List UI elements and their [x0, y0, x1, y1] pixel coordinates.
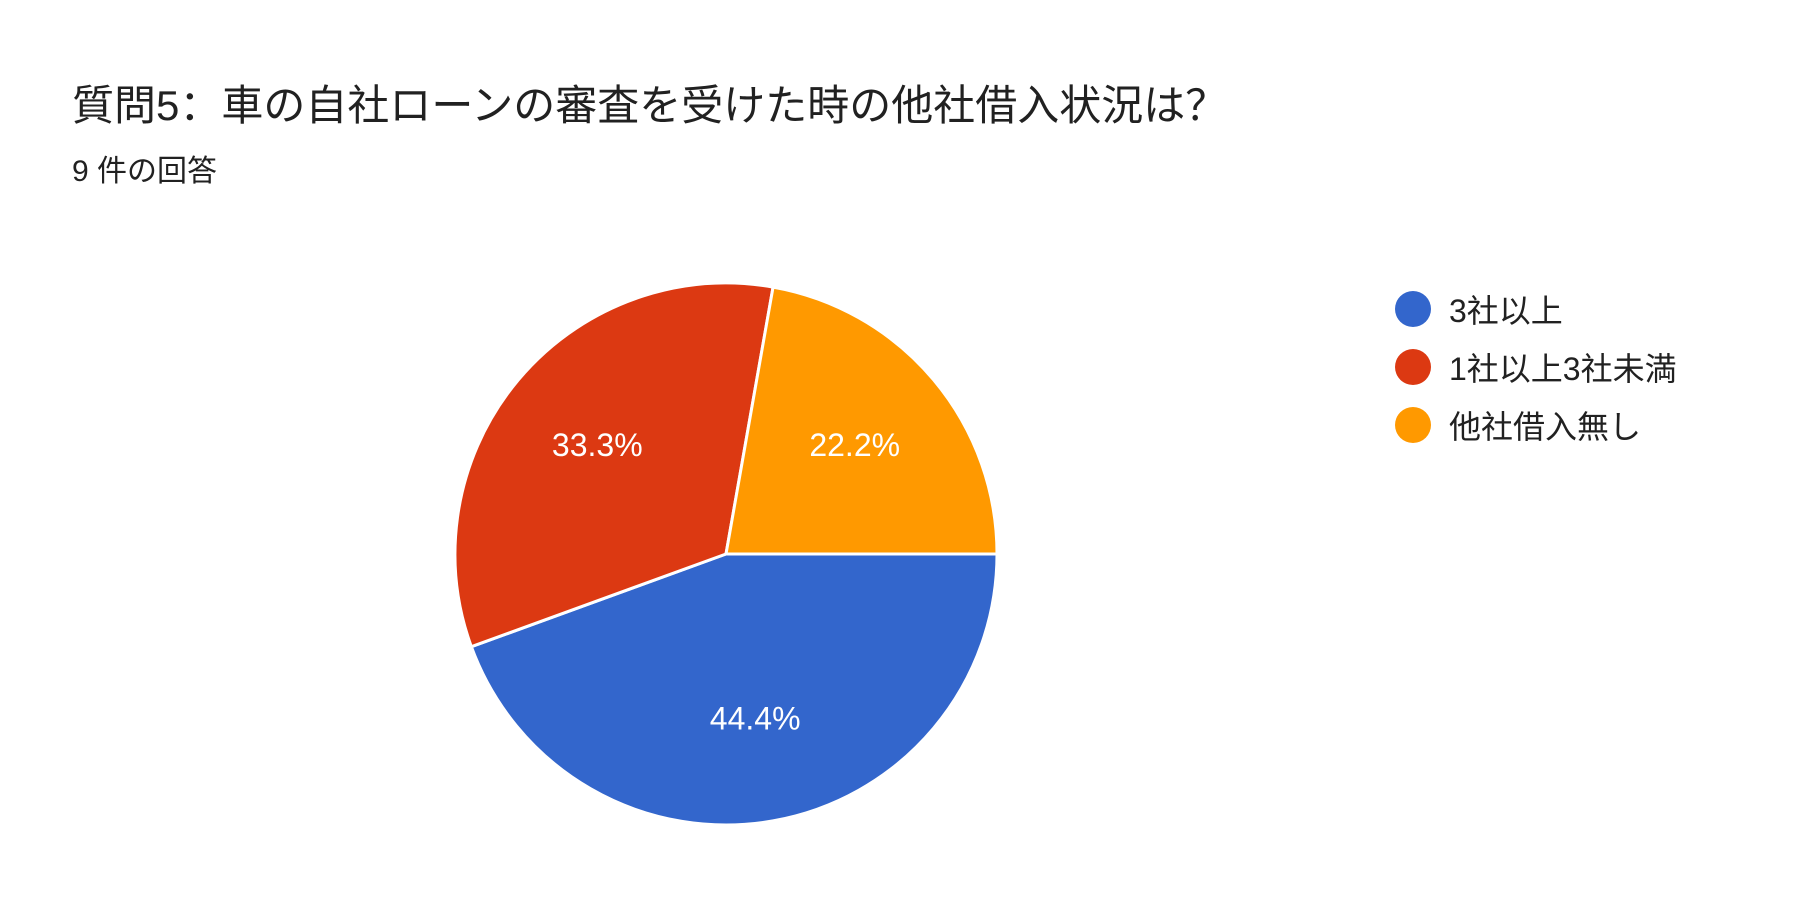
legend-item[interactable]: 3社以上 — [1395, 280, 1677, 338]
legend-item[interactable]: 他社借入無し — [1395, 396, 1677, 454]
pie-slice[interactable] — [724, 285, 999, 556]
legend-swatch — [1395, 291, 1431, 327]
response-count: 9 件の回答 — [72, 155, 218, 188]
legend-label: 他社借入無し — [1449, 409, 1642, 445]
slice-label: 33.3% — [552, 427, 643, 463]
pie-slice[interactable] — [453, 281, 775, 649]
chart-title: 質問5：車の自社ローンの審査を受けた時の他社借入状況は？ — [72, 82, 1228, 129]
legend-swatch — [1395, 349, 1431, 385]
slice-label: 44.4% — [710, 700, 801, 736]
legend-item[interactable]: 1社以上3社未満 — [1395, 338, 1677, 396]
legend: 3社以上 1社以上3社未満 他社借入無し — [1395, 280, 1677, 454]
legend-label: 3社以上 — [1449, 293, 1563, 329]
pie-slice[interactable] — [469, 552, 999, 827]
legend-label: 1社以上3社未満 — [1449, 351, 1677, 387]
slice-label: 22.2% — [809, 427, 900, 463]
legend-swatch — [1395, 407, 1431, 443]
